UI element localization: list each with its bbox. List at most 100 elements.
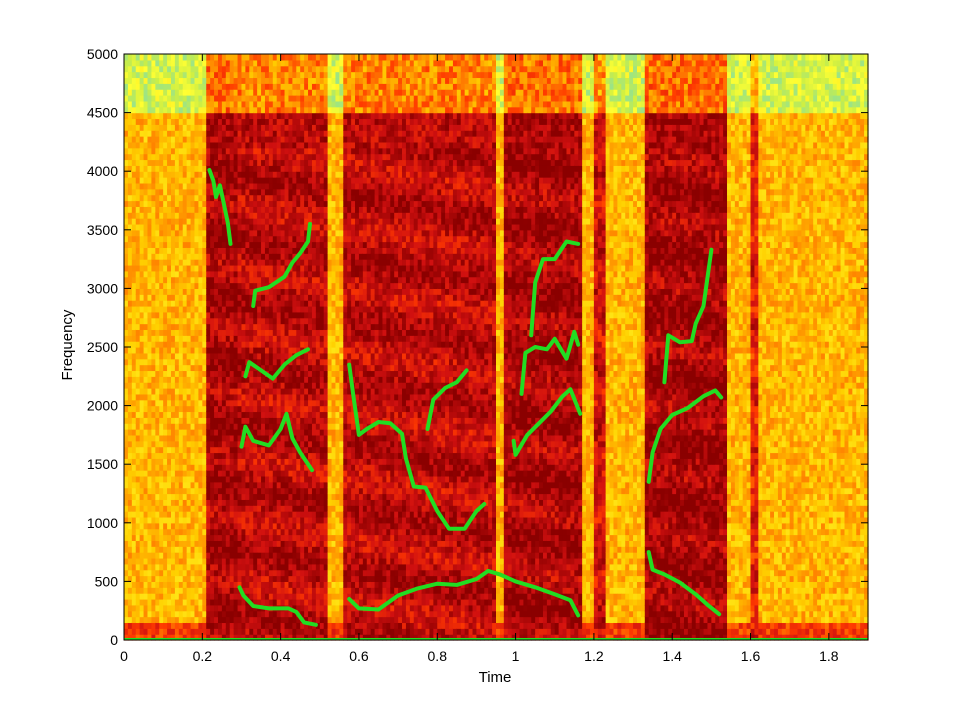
- spectrogram-cell: [272, 212, 278, 219]
- spectrogram-cell: [159, 323, 164, 331]
- spectrogram-cell: [155, 147, 160, 155]
- spectrogram-cell: [268, 470, 274, 477]
- spectrogram-cell: [264, 505, 270, 512]
- spectrogram-cell: [139, 499, 145, 506]
- spectrogram-cell: [308, 241, 313, 248]
- spectrogram-cell: [245, 54, 250, 61]
- spectrogram-cell: [229, 77, 235, 84]
- spectrogram-cell: [135, 628, 141, 635]
- spectrogram-cell: [280, 493, 286, 500]
- spectrogram-cell: [182, 177, 188, 184]
- spectrogram-cell: [127, 229, 133, 237]
- spectrogram-cell: [225, 575, 231, 582]
- spectrogram-cell: [253, 610, 258, 618]
- spectrogram-cell: [210, 587, 215, 594]
- spectrogram-cell: [311, 253, 317, 260]
- spectrogram-cell: [268, 54, 274, 61]
- spectrogram-cell: [190, 71, 196, 79]
- spectrogram-cell: [272, 446, 278, 454]
- spectrogram-cell: [124, 575, 129, 582]
- spectrogram-cell: [280, 253, 286, 260]
- spectrogram-cell: [186, 616, 192, 624]
- spectrogram-cell: [229, 358, 235, 366]
- spectrogram-cell: [190, 628, 196, 635]
- spectrogram-cell: [315, 493, 321, 500]
- spectrogram-cell: [237, 616, 243, 624]
- spectrogram-cell: [261, 323, 266, 331]
- spectrogram-cell: [127, 493, 133, 500]
- spectrogram-cell: [139, 194, 145, 202]
- spectrogram-cell: [202, 323, 207, 331]
- spectrogram-cell: [155, 100, 160, 108]
- spectrogram-cell: [268, 112, 274, 120]
- spectrogram-cell: [300, 540, 305, 547]
- spectrogram-cell: [245, 440, 250, 448]
- spectrogram-cell: [143, 130, 149, 137]
- spectrogram-cell: [315, 487, 321, 495]
- spectrogram-cell: [127, 347, 133, 354]
- spectrogram-cell: [257, 206, 262, 213]
- spectrogram-cell: [170, 423, 176, 430]
- spectrogram-cell: [182, 487, 188, 495]
- spectrogram-cell: [308, 317, 313, 325]
- spectrogram-cell: [139, 593, 145, 600]
- spectrogram-cell: [214, 370, 219, 377]
- spectrogram-cell: [272, 264, 278, 272]
- spectrogram-cell: [202, 83, 207, 90]
- spectrogram-cell: [284, 593, 290, 600]
- spectrogram-cell: [214, 270, 219, 278]
- spectrogram-cell: [241, 370, 246, 377]
- spectrogram-cell: [296, 317, 301, 325]
- spectrogram-cell: [135, 534, 141, 541]
- spectrogram-cell: [194, 323, 199, 331]
- spectrogram-cell: [155, 376, 160, 383]
- spectrogram-cell: [194, 305, 199, 313]
- spectrogram-cell: [300, 440, 305, 448]
- spectrogram-cell: [315, 153, 321, 161]
- spectrogram-cell: [308, 200, 313, 207]
- spectrogram-cell: [257, 370, 262, 377]
- spectrogram-cell: [284, 499, 290, 506]
- spectrogram-cell: [135, 399, 141, 407]
- spectrogram-cell: [206, 581, 211, 588]
- spectrogram-cell: [229, 136, 235, 143]
- spectrogram-cell: [163, 106, 168, 114]
- spectrogram-cell: [147, 288, 153, 295]
- spectrogram-cell: [280, 130, 286, 137]
- spectrogram-cell: [159, 616, 164, 624]
- spectrogram-cell: [159, 317, 164, 325]
- spectrogram-cell: [127, 177, 133, 184]
- spectrogram-cell: [237, 136, 243, 143]
- spectrogram-cell: [296, 206, 301, 213]
- spectrogram-cell: [170, 341, 176, 348]
- spectrogram-cell: [264, 294, 270, 301]
- spectrogram-cell: [124, 270, 129, 278]
- spectrogram-cell: [300, 470, 305, 477]
- spectrogram-cell: [261, 534, 266, 541]
- spectrogram-cell: [284, 598, 290, 606]
- spectrogram-cell: [249, 106, 254, 114]
- spectrogram-cell: [147, 77, 153, 84]
- spectrogram-cell: [225, 270, 231, 278]
- spectrogram-cell: [268, 147, 274, 155]
- spectrogram-cell: [315, 212, 321, 219]
- spectrogram-cell: [261, 487, 266, 495]
- spectrogram-cell: [284, 264, 290, 272]
- spectrogram-cell: [221, 388, 227, 395]
- spectrogram-cell: [249, 311, 254, 319]
- spectrogram-cell: [261, 100, 266, 108]
- spectrogram-cell: [194, 329, 199, 336]
- spectrogram-cell: [308, 423, 313, 430]
- spectrogram-cell: [163, 499, 168, 506]
- spectrogram-cell: [135, 552, 141, 559]
- spectrogram-cell: [182, 206, 188, 213]
- spectrogram-cell: [194, 616, 199, 624]
- spectrogram-cell: [308, 305, 313, 313]
- spectrogram-cell: [253, 347, 258, 354]
- spectrogram-cell: [206, 634, 211, 641]
- spectrogram-cell: [127, 417, 133, 424]
- spectrogram-cell: [214, 171, 219, 178]
- spectrogram-cell: [147, 253, 153, 260]
- spectrogram-cell: [257, 382, 262, 389]
- spectrogram-cell: [159, 352, 164, 360]
